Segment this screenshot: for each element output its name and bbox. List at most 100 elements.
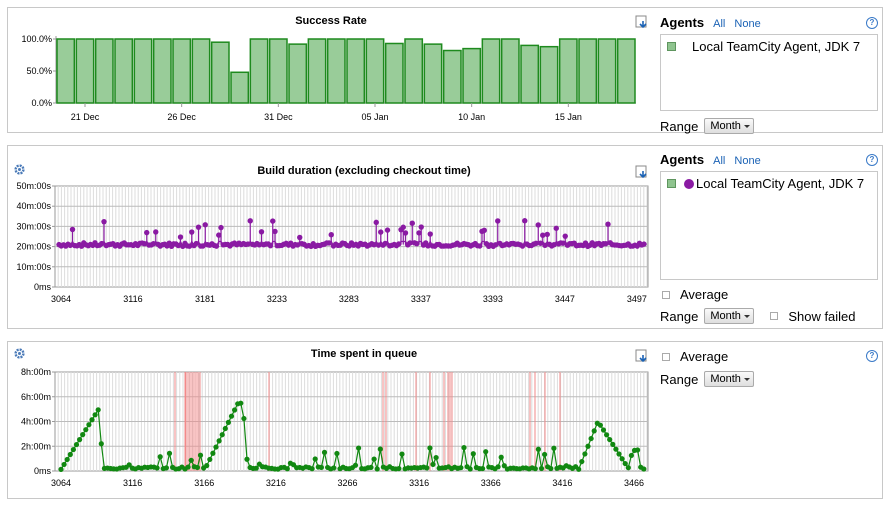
y-tick-label: 10m:00s xyxy=(16,262,51,272)
duration-point xyxy=(270,218,276,224)
duration-point xyxy=(535,222,541,228)
x-tick-label: 3366 xyxy=(481,478,501,488)
duration-point xyxy=(267,242,274,249)
duration-point xyxy=(373,219,379,226)
queue-point xyxy=(616,451,622,457)
range-label: Range xyxy=(660,118,699,134)
export-icon[interactable] xyxy=(635,15,649,29)
average-option[interactable]: Average xyxy=(662,349,728,364)
queue-point xyxy=(495,464,501,470)
queue-point xyxy=(374,466,380,472)
queue-point xyxy=(458,465,464,471)
queue-point xyxy=(166,450,173,456)
bar xyxy=(172,38,192,104)
average-option[interactable]: Average xyxy=(662,287,728,302)
duration-point xyxy=(177,234,184,240)
queue-point xyxy=(597,422,604,428)
agents-none-link[interactable]: None xyxy=(734,18,761,30)
export-icon[interactable] xyxy=(635,349,649,363)
queue-point xyxy=(213,444,219,450)
show-failed-checkbox[interactable] xyxy=(770,312,779,320)
queue-point xyxy=(356,445,362,451)
gear-icon[interactable] xyxy=(13,163,26,176)
duration-point xyxy=(416,230,422,236)
agents-label: Agents xyxy=(660,15,705,30)
duration-point xyxy=(402,230,409,236)
export-icon[interactable] xyxy=(635,165,649,179)
bar xyxy=(249,38,269,104)
bar xyxy=(539,45,559,104)
bar xyxy=(404,38,424,104)
x-tick-label: 3216 xyxy=(266,478,286,488)
agent-item[interactable]: Local TeamCity Agent, JDK 7 xyxy=(667,176,864,191)
queue-point xyxy=(588,435,594,442)
duration-point xyxy=(522,218,528,224)
duration-point xyxy=(384,227,391,233)
average-checkbox[interactable] xyxy=(662,352,670,361)
duration-point xyxy=(418,224,424,230)
duration-point xyxy=(544,231,550,238)
x-tick-label: 26 Dec xyxy=(167,112,196,122)
queue-point xyxy=(154,465,160,471)
y-tick-label: 0.0% xyxy=(31,98,52,108)
queue-point xyxy=(225,419,231,425)
range-select[interactable]: Month xyxy=(704,371,755,387)
agent-item[interactable]: Local TeamCity Agent, JDK 7 xyxy=(667,39,860,54)
agents-all-link[interactable]: All xyxy=(713,155,726,167)
agent-checkbox-icon[interactable] xyxy=(667,42,676,51)
help-icon[interactable]: ? xyxy=(866,350,878,362)
queue-point xyxy=(467,466,473,472)
queue-point xyxy=(216,438,222,444)
gear-icon[interactable] xyxy=(13,347,26,360)
queue-point xyxy=(222,425,228,432)
duration-point xyxy=(378,229,384,235)
duration-point xyxy=(605,221,611,227)
success-agents-sidebar: Agents All None ? Local TeamCity Agent, … xyxy=(660,15,882,134)
show-failed-label: Show failed xyxy=(788,308,856,324)
queue-point xyxy=(396,465,402,472)
queue-point xyxy=(126,462,132,468)
agents-none-link[interactable]: None xyxy=(734,155,761,167)
queue-point xyxy=(532,466,538,472)
duration-point xyxy=(200,243,206,249)
duration-point xyxy=(99,240,105,247)
queue-point xyxy=(70,446,76,453)
duration-point xyxy=(407,240,413,246)
bar xyxy=(210,41,230,104)
x-tick-label: 3116 xyxy=(123,478,142,488)
y-tick-label: 8h:00m xyxy=(21,367,51,377)
duration-point xyxy=(540,232,546,238)
queue-point xyxy=(582,451,588,457)
y-tick-label: 40m:00s xyxy=(16,201,51,211)
duration-point xyxy=(427,231,433,237)
y-tick-label: 30m:00s xyxy=(16,221,51,231)
y-tick-label: 100.0% xyxy=(21,34,52,44)
bar xyxy=(462,47,482,104)
queue-point xyxy=(194,464,200,471)
duration-point xyxy=(560,240,566,246)
duration-point xyxy=(101,218,107,225)
help-icon[interactable]: ? xyxy=(866,17,878,29)
bar xyxy=(578,38,598,104)
agents-all-link[interactable]: All xyxy=(713,18,726,30)
help-icon[interactable]: ? xyxy=(866,154,878,166)
queue-point xyxy=(83,427,89,433)
duration-point xyxy=(382,240,388,247)
duration-point xyxy=(396,241,402,247)
queue-point xyxy=(604,432,610,438)
range-select[interactable]: Month xyxy=(704,308,755,324)
agent-checkbox-icon[interactable] xyxy=(667,179,676,188)
queue-point xyxy=(89,417,95,423)
range-control: Range Month Show failed xyxy=(660,308,856,324)
x-tick-label: 3116 xyxy=(123,294,142,304)
queue-point xyxy=(641,466,647,472)
queue-point xyxy=(318,464,324,471)
range-select[interactable]: Month xyxy=(704,118,755,134)
bar xyxy=(133,38,153,104)
queue-point xyxy=(98,441,104,447)
x-tick-label: 3416 xyxy=(552,478,572,488)
bar xyxy=(442,49,462,104)
average-checkbox[interactable] xyxy=(662,290,670,299)
duration-point xyxy=(553,225,559,231)
queue-point xyxy=(185,464,191,470)
